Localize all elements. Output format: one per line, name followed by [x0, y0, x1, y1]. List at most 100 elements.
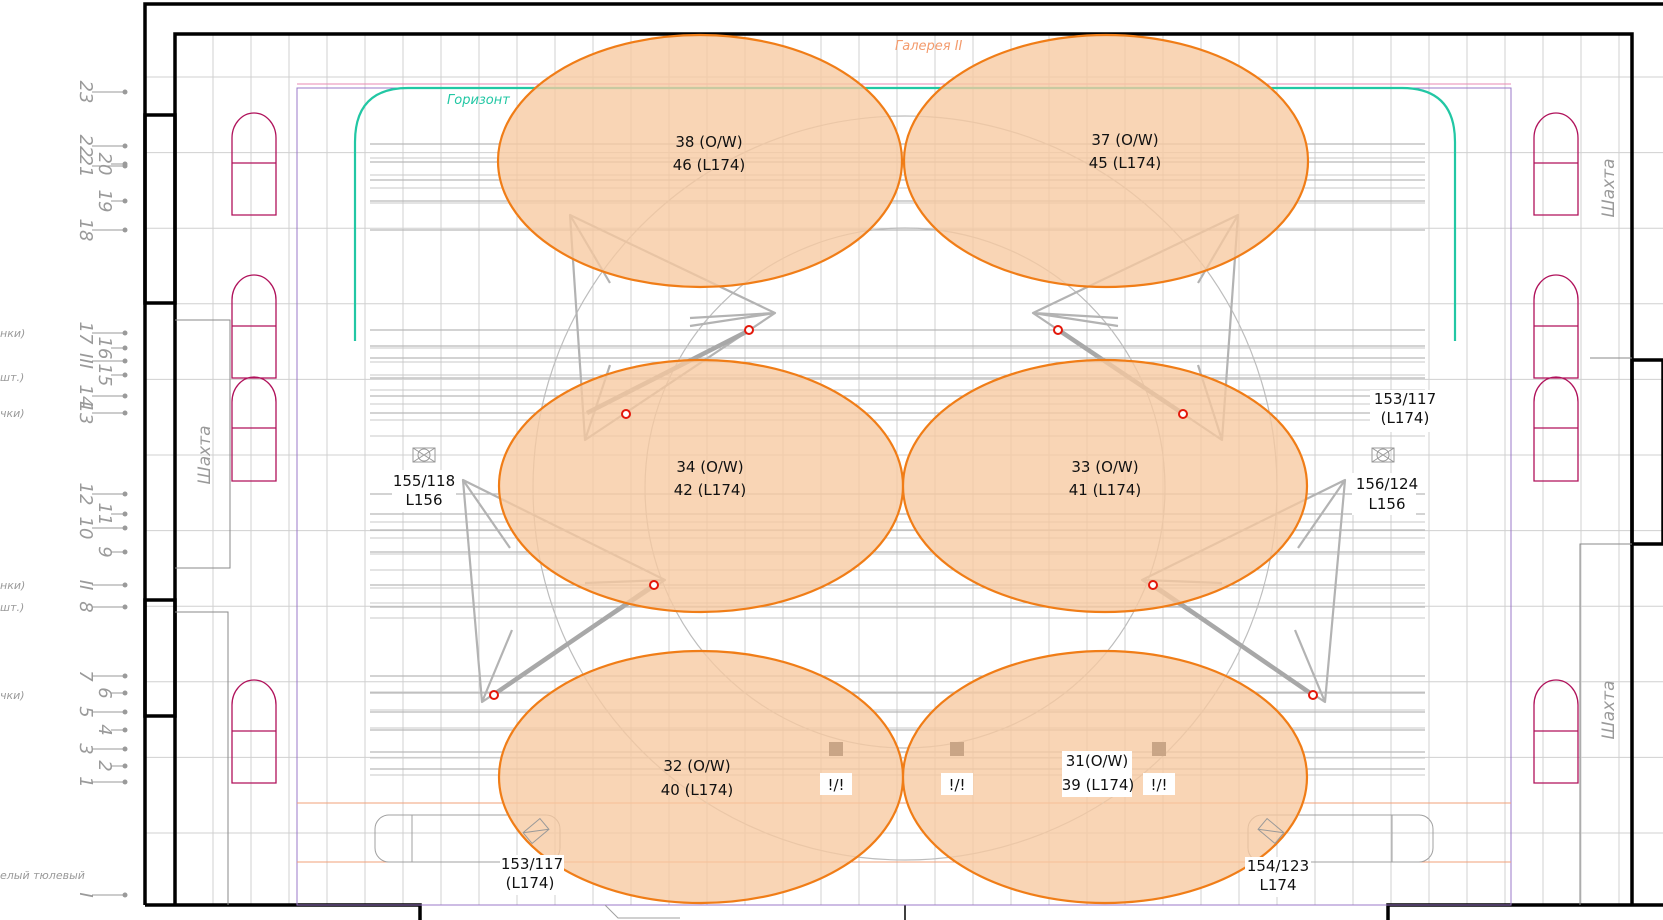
warning-square-3	[1152, 742, 1166, 756]
shaft-label-left: Шахта	[195, 426, 215, 485]
side-note: елый тюлевый	[0, 869, 85, 882]
fixture-155-line2: L156	[406, 491, 443, 509]
spot-38-line1: 38 (O/W)	[675, 133, 742, 151]
batten-number: 14	[75, 385, 96, 408]
fixture-icon-153	[522, 817, 550, 845]
fixture-153-right-line1: 153/117	[1374, 390, 1436, 408]
spot-38-ellipse	[496, 33, 904, 289]
rig-marker-dot	[621, 409, 631, 419]
batten-number: 22	[75, 135, 96, 158]
fixture-154-line2: L174	[1260, 876, 1297, 894]
batten-number: 4	[94, 724, 115, 735]
batten-end-dot	[122, 330, 128, 336]
spot-37-line2: 45 (L174)	[1089, 154, 1162, 172]
side-note: шт.)	[0, 371, 24, 384]
warning-labels: !/! !/! !/!	[820, 773, 1175, 795]
side-note: шт.)	[0, 601, 24, 614]
batten-end-dot	[122, 709, 128, 715]
warning-label-1: !/!	[827, 776, 844, 794]
side-galleries	[175, 319, 1632, 905]
batten-end-dot	[122, 511, 128, 517]
shafts	[231, 112, 1579, 784]
batten-end-dot	[122, 410, 128, 416]
batten-end-dot	[122, 143, 128, 149]
batten-end-dot	[122, 549, 128, 555]
batten-end-dot	[122, 393, 128, 399]
rig-marker-dot	[744, 325, 754, 335]
batten-number: 6	[94, 687, 115, 698]
shaft-right-1	[1533, 112, 1579, 216]
spot-33-line1: 33 (O/W)	[1071, 458, 1138, 476]
batten-number-labels: 23222120191817III161514131211109II876543…	[75, 81, 128, 898]
batten-number: 5	[75, 706, 96, 717]
fixture-icon-155	[412, 447, 436, 463]
wall-niche-right-mid	[1630, 358, 1663, 546]
batten-end-dot	[122, 779, 128, 785]
fixture-icon-154	[1257, 817, 1285, 845]
rig-marker-dot	[1308, 690, 1318, 700]
batten-end-dot	[122, 227, 128, 233]
shaft-right-2	[1533, 274, 1579, 379]
shaft-right-4	[1533, 679, 1579, 784]
horizon-line	[353, 86, 1457, 341]
shaft-label-right-bottom: Шахта	[1599, 681, 1619, 740]
batten-number: 10	[75, 517, 96, 540]
fixture-153-bottom-line2: (L174)	[506, 874, 555, 892]
batten-number: 21	[75, 155, 96, 178]
horizon-label: Горизонт	[447, 93, 510, 108]
batten-number: 11	[94, 503, 115, 526]
side-note: чки)	[0, 407, 25, 420]
warning-label-2: !/!	[948, 776, 965, 794]
spot-37-line1: 37 (O/W)	[1091, 131, 1158, 149]
side-note: нки)	[0, 327, 25, 340]
proscenium-right	[1386, 903, 1663, 920]
batten-end-dot	[122, 198, 128, 204]
spot-33-line2: 41 (L174)	[1069, 481, 1142, 499]
shaft-left-2	[231, 274, 277, 379]
batten-number: 23	[75, 81, 96, 104]
batten-number: III	[75, 353, 96, 369]
warning-square-2	[950, 742, 964, 756]
warning-markers	[829, 742, 1166, 756]
warning-label-3: !/!	[1150, 776, 1167, 794]
fixture-153-bottom-line1: 153/117	[501, 855, 563, 873]
batten-end-dot	[122, 604, 128, 610]
spot-38-line2: 46 (L174)	[673, 156, 746, 174]
batten-number: II	[75, 580, 96, 591]
batten-end-dot	[122, 892, 128, 898]
batten-end-dot	[122, 690, 128, 696]
batten-end-dot	[122, 372, 128, 378]
batten-end-dot	[122, 161, 128, 167]
batten-number: I	[75, 892, 96, 897]
batten-number: 2	[94, 760, 115, 771]
spot-34-line1: 34 (O/W)	[676, 458, 743, 476]
spot-31-line2: 39 (L174)	[1062, 776, 1135, 794]
batten-end-dot	[122, 673, 128, 679]
batten-end-dot	[122, 763, 128, 769]
wall-niche-left-bottom	[143, 598, 177, 718]
batten-number: 8	[75, 601, 96, 612]
proscenium-left	[145, 903, 422, 920]
batten-end-dot	[122, 727, 128, 733]
fixture-156-line2: L156	[1369, 495, 1406, 513]
fixture-156-line1: 156/124	[1356, 475, 1418, 493]
rig-marker-dot	[1053, 325, 1063, 335]
batten-number: 18	[75, 219, 96, 242]
fixture-155-line1: 155/118	[393, 472, 455, 490]
wall-niche-left-top	[143, 113, 177, 305]
batten-number: 12	[75, 483, 96, 506]
batten-end-dot	[122, 746, 128, 752]
spot-32-line2: 40 (L174)	[661, 781, 734, 799]
rig-markers	[489, 325, 1318, 700]
spot-31-line1: 31(O/W)	[1066, 752, 1128, 770]
light-spots	[496, 33, 1310, 905]
batten-number: 9	[94, 546, 115, 557]
fixture-labels: 155/118 L156 156/124 L156 153/117 (L174)…	[392, 390, 1440, 897]
rig-marker-dot	[649, 580, 659, 590]
spot-32-line1: 32 (O/W)	[663, 757, 730, 775]
batten-end-dot	[122, 491, 128, 497]
shaft-right-3	[1533, 376, 1579, 482]
rig-marker-dot	[489, 690, 499, 700]
batten-number: 3	[75, 743, 96, 754]
